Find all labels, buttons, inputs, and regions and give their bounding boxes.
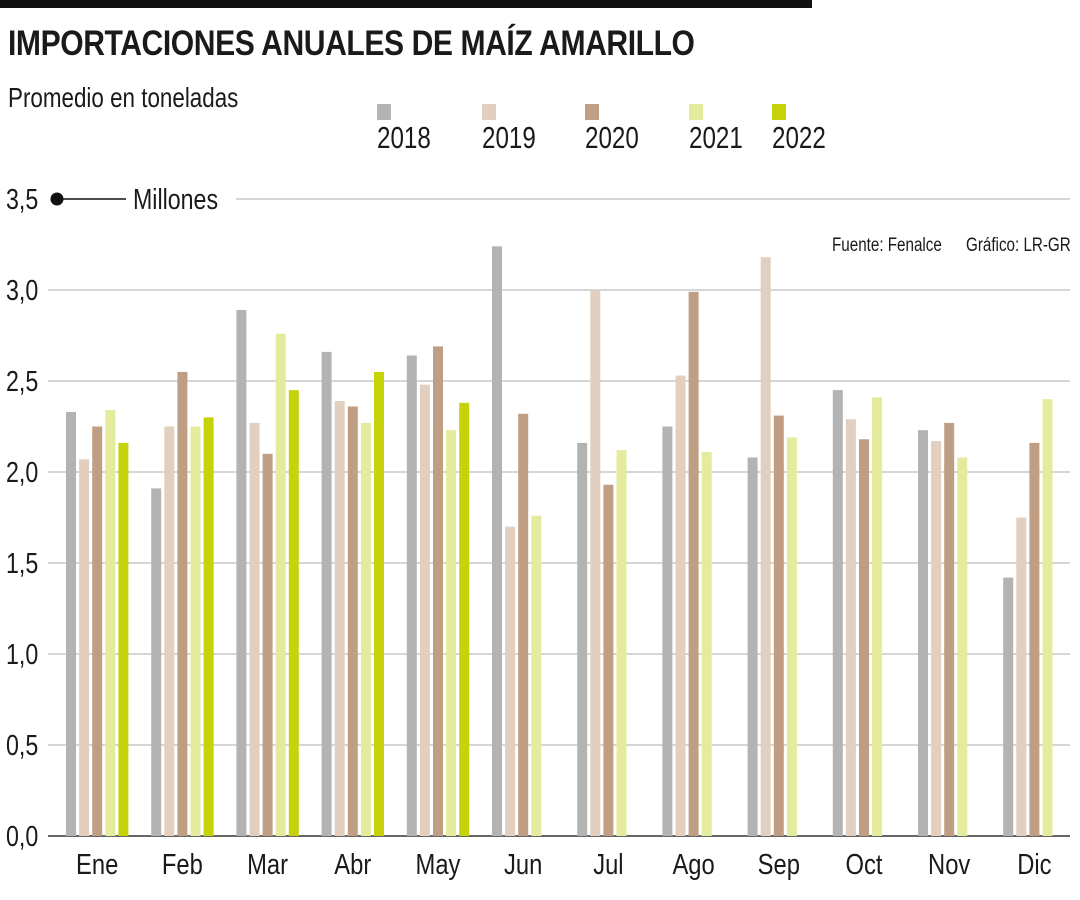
bar-2019-abr — [334, 401, 345, 836]
bar-2020-abr — [347, 406, 358, 836]
bar-2020-may — [433, 346, 443, 836]
bar-2019-ago — [675, 375, 686, 836]
x-tick-label: Mar — [247, 848, 288, 881]
credit-note: Gráfico: LR-GR — [966, 235, 1071, 256]
bar-2019-sep — [760, 257, 771, 836]
bar-2021-sep — [786, 437, 797, 836]
x-tick-label: Ago — [672, 848, 714, 881]
bar-2021-dic — [1042, 399, 1053, 836]
x-tick-label: Dic — [1017, 848, 1051, 881]
bar-2018-jul — [577, 442, 588, 836]
bar-2021-mar — [275, 333, 286, 836]
legend-label-2020: 2020 — [585, 120, 639, 155]
bar-2018-abr — [321, 351, 332, 836]
y-tick-label: 1,5 — [6, 546, 38, 579]
bar-2018-feb — [151, 488, 162, 836]
y-tick-label: 0,5 — [6, 728, 38, 761]
bar-2018-oct — [832, 390, 843, 836]
legend-swatch-2019 — [482, 104, 496, 120]
x-tick-label: Jun — [504, 848, 542, 881]
bar-2019-oct — [845, 419, 856, 836]
bar-2021-oct — [872, 397, 883, 836]
legend-swatch-2018 — [377, 104, 391, 120]
legend-label-2021: 2021 — [689, 120, 743, 155]
legend-label-2018: 2018 — [377, 120, 431, 155]
bar-2021-jul — [616, 450, 627, 836]
bar-2022-ene — [118, 442, 129, 836]
x-tick-label: Abr — [334, 848, 371, 881]
bar-2022-mar — [288, 390, 299, 836]
legend-swatch-2020 — [585, 104, 599, 120]
grid-layer — [48, 198, 1070, 837]
bar-2020-sep — [773, 415, 784, 836]
bar-2019-mar — [249, 422, 260, 836]
bar-2020-ene — [92, 426, 103, 836]
bar-2018-ago — [662, 426, 673, 836]
bar-2019-ene — [79, 459, 90, 836]
bar-2020-oct — [859, 439, 869, 836]
y-tick-label: 1,0 — [6, 637, 38, 670]
x-tick-label: Ene — [76, 848, 118, 881]
legend-swatch-2021 — [689, 104, 703, 120]
chart-subtitle: Promedio en toneladas — [8, 82, 239, 113]
bar-2022-abr — [374, 371, 384, 836]
bar-2019-nov — [931, 441, 942, 836]
bar-2022-may — [459, 402, 470, 836]
y-tick-label: 2,0 — [6, 455, 38, 488]
x-tick-label: May — [416, 848, 462, 881]
bar-2020-mar — [262, 453, 273, 836]
bar-2021-ene — [105, 410, 116, 836]
unit-label: Millones — [133, 182, 218, 215]
bar-2020-feb — [177, 371, 188, 836]
bar-2018-mar — [236, 310, 247, 836]
bar-2018-may — [406, 355, 417, 836]
bar-2020-jul — [603, 484, 614, 836]
bar-2019-may — [419, 384, 430, 836]
legend-label-2022: 2022 — [772, 120, 826, 155]
bar-2018-nov — [918, 430, 928, 836]
top-rule — [0, 0, 812, 8]
y-tick-label: 3,5 — [6, 182, 38, 215]
bars-layer — [66, 246, 1053, 836]
bar-2022-feb — [203, 417, 214, 836]
bar-2021-may — [446, 430, 457, 836]
chart-title: IMPORTACIONES ANUALES DE MAÍZ AMARILLO — [8, 24, 695, 63]
bar-2019-jul — [590, 290, 601, 836]
bar-2020-jun — [518, 413, 529, 836]
bar-2021-ago — [701, 451, 712, 836]
bar-2021-jun — [531, 515, 542, 836]
bar-2019-jun — [505, 526, 516, 836]
y-tick-label: 3,0 — [6, 273, 38, 306]
bar-2021-feb — [190, 426, 201, 836]
bar-2018-jun — [492, 246, 502, 836]
bar-2018-dic — [1003, 577, 1014, 836]
x-tick-label: Feb — [162, 848, 203, 881]
bar-2020-ago — [688, 291, 699, 836]
labels-layer: 0,0 0,5 1,0 1,5 2,0 2,5 3,0 3,5 Millones Ene Feb Ma… — [6, 182, 1052, 880]
bar-2020-nov — [944, 422, 955, 836]
source-note: Fuente: Fenalce — [832, 235, 942, 256]
bar-2018-sep — [747, 457, 758, 836]
bar-2019-feb — [164, 426, 175, 836]
bar-2019-dic — [1016, 517, 1027, 836]
x-tick-label: Jul — [593, 848, 623, 881]
x-tick-label: Nov — [928, 848, 971, 881]
y-tick-label: 2,5 — [6, 364, 38, 397]
bar-2020-dic — [1029, 442, 1040, 836]
legend-swatch-2022 — [772, 104, 786, 120]
bar-2018-ene — [66, 411, 76, 836]
y-tick-label: 0,0 — [6, 819, 38, 852]
x-tick-label: Sep — [758, 848, 800, 881]
bar-2021-abr — [360, 422, 371, 836]
x-tick-label: Oct — [846, 848, 884, 881]
bar-2021-nov — [957, 457, 968, 836]
legend-label-2019: 2019 — [482, 120, 536, 155]
